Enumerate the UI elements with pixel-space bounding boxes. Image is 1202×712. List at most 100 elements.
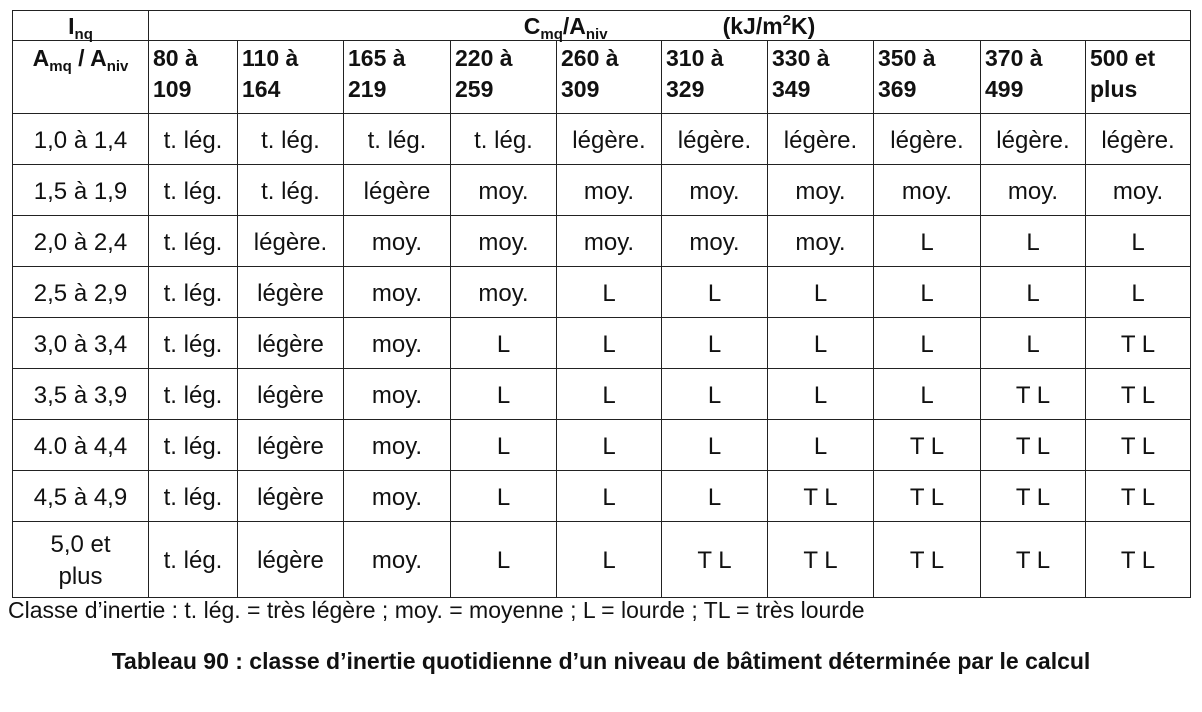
cell: L <box>873 368 981 420</box>
cell: moy. <box>661 164 768 216</box>
cell: T L <box>980 521 1086 598</box>
row-header: 3,5 à 3,9 <box>12 368 149 420</box>
cell: moy. <box>767 164 874 216</box>
cell: moy. <box>343 317 451 369</box>
cell: T L <box>767 521 874 598</box>
cell: L <box>767 317 874 369</box>
cell: T L <box>980 419 1086 471</box>
cell: t. lég. <box>237 113 344 165</box>
cell: L <box>767 368 874 420</box>
cell: légère <box>237 470 344 522</box>
column-header: 260 à 309 <box>556 40 662 114</box>
cell: L <box>980 266 1086 318</box>
cell: t. lég. <box>148 419 238 471</box>
cell: t. lég. <box>148 215 238 267</box>
row-header: 1,5 à 1,9 <box>12 164 149 216</box>
cell: L <box>767 419 874 471</box>
cell: L <box>980 317 1086 369</box>
cell: moy. <box>556 215 662 267</box>
cell: L <box>661 470 768 522</box>
corner-cell: Amq / Aniv <box>12 40 149 114</box>
cell: T L <box>661 521 768 598</box>
text-segment: I <box>68 12 75 39</box>
cell: moy. <box>450 215 557 267</box>
cell: L <box>873 266 981 318</box>
row-header: 4,5 à 4,9 <box>12 470 149 522</box>
text-segment: (kJ/m <box>722 12 783 39</box>
cell: L <box>661 419 768 471</box>
text-segment: /A <box>562 12 586 39</box>
cell: moy. <box>450 164 557 216</box>
cell: moy. <box>343 419 451 471</box>
data-row: 2,0 à 2,4 t. lég. légère. moy. moy. moy. moy. m… <box>12 215 1192 267</box>
cell: T L <box>980 368 1086 420</box>
cell: L <box>450 419 557 471</box>
header-row: Amq / Aniv 80 à 109 110 à 164 165 à 219 220 … <box>12 40 1192 114</box>
cell: t. lég. <box>237 164 344 216</box>
inertia-table: Inq Cmq/Aniv (kJ/m2K) Amq / Aniv 80 à 109 110… <box>12 10 1192 598</box>
cell: t. lég. <box>148 521 238 598</box>
cell: moy. <box>1084 164 1192 216</box>
table-caption: Tableau 90 : classe d’inertie quotidienn… <box>0 646 1202 676</box>
text-segment: mq <box>49 58 72 75</box>
cell: L <box>450 470 557 522</box>
cell: L <box>450 521 557 598</box>
cell: L <box>556 266 662 318</box>
cell: T L <box>1084 521 1192 598</box>
cell: moy. <box>661 215 768 267</box>
data-row: 1,5 à 1,9 t. lég. t. lég. légère moy. moy. moy… <box>12 164 1192 216</box>
cell: L <box>556 521 662 598</box>
text-segment: K) <box>791 12 816 39</box>
cell: t. lég. <box>450 113 557 165</box>
cell: t. lég. <box>148 266 238 318</box>
cell: L <box>661 368 768 420</box>
legend-note: Classe d’inertie : t. lég. = très légère… <box>8 597 865 623</box>
row-header: 3,0 à 3,4 <box>12 317 149 369</box>
cell: t. lég. <box>148 368 238 420</box>
cell: t. lég. <box>343 113 451 165</box>
cell: moy. <box>450 266 557 318</box>
cell: moy. <box>980 164 1086 216</box>
cell: moy. <box>556 164 662 216</box>
cell: légère. <box>661 113 768 165</box>
cell: légère. <box>873 113 981 165</box>
cell: L <box>556 419 662 471</box>
text-segment: niv <box>585 25 608 43</box>
cell: T L <box>873 419 981 471</box>
column-header: 110 à 164 <box>237 40 344 114</box>
cell: légère <box>237 317 344 369</box>
cell: L <box>450 368 557 420</box>
cell: légère. <box>556 113 662 165</box>
data-row: 1,0 à 1,4 t. lég. t. lég. t. lég. t. lég. lég… <box>12 113 1192 165</box>
cell: L <box>556 317 662 369</box>
cell: L <box>980 215 1086 267</box>
cell: t. lég. <box>148 470 238 522</box>
column-header: 370 à 499 <box>980 40 1086 114</box>
data-row: 2,5 à 2,9 t. lég. légère moy. moy. L L L L L L <box>12 266 1192 318</box>
column-header: 165 à 219 <box>343 40 451 114</box>
row-header: 2,0 à 2,4 <box>12 215 149 267</box>
column-header: 330 à 349 <box>767 40 874 114</box>
cell: légère <box>237 419 344 471</box>
cell: moy. <box>343 470 451 522</box>
row-header: 5,0 et plus <box>12 521 149 598</box>
row-header: 4.0 à 4,4 <box>12 419 149 471</box>
cell: L <box>1084 266 1192 318</box>
cell: moy. <box>873 164 981 216</box>
text-segment: mq <box>540 25 563 43</box>
cell: légère <box>237 521 344 598</box>
text-segment: 2 <box>782 11 792 29</box>
cell: légère. <box>980 113 1086 165</box>
cell: légère. <box>237 215 344 267</box>
cell: moy. <box>343 266 451 318</box>
data-row: 3,0 à 3,4 t. lég. légère moy. L L L L L L T L <box>12 317 1192 369</box>
corner-cell: Inq <box>12 10 149 42</box>
cell: T L <box>1084 317 1192 369</box>
cell: L <box>1084 215 1192 267</box>
cell: L <box>556 470 662 522</box>
row-header: 2,5 à 2,9 <box>12 266 149 318</box>
text-segment: C <box>523 12 541 39</box>
cell: L <box>450 317 557 369</box>
